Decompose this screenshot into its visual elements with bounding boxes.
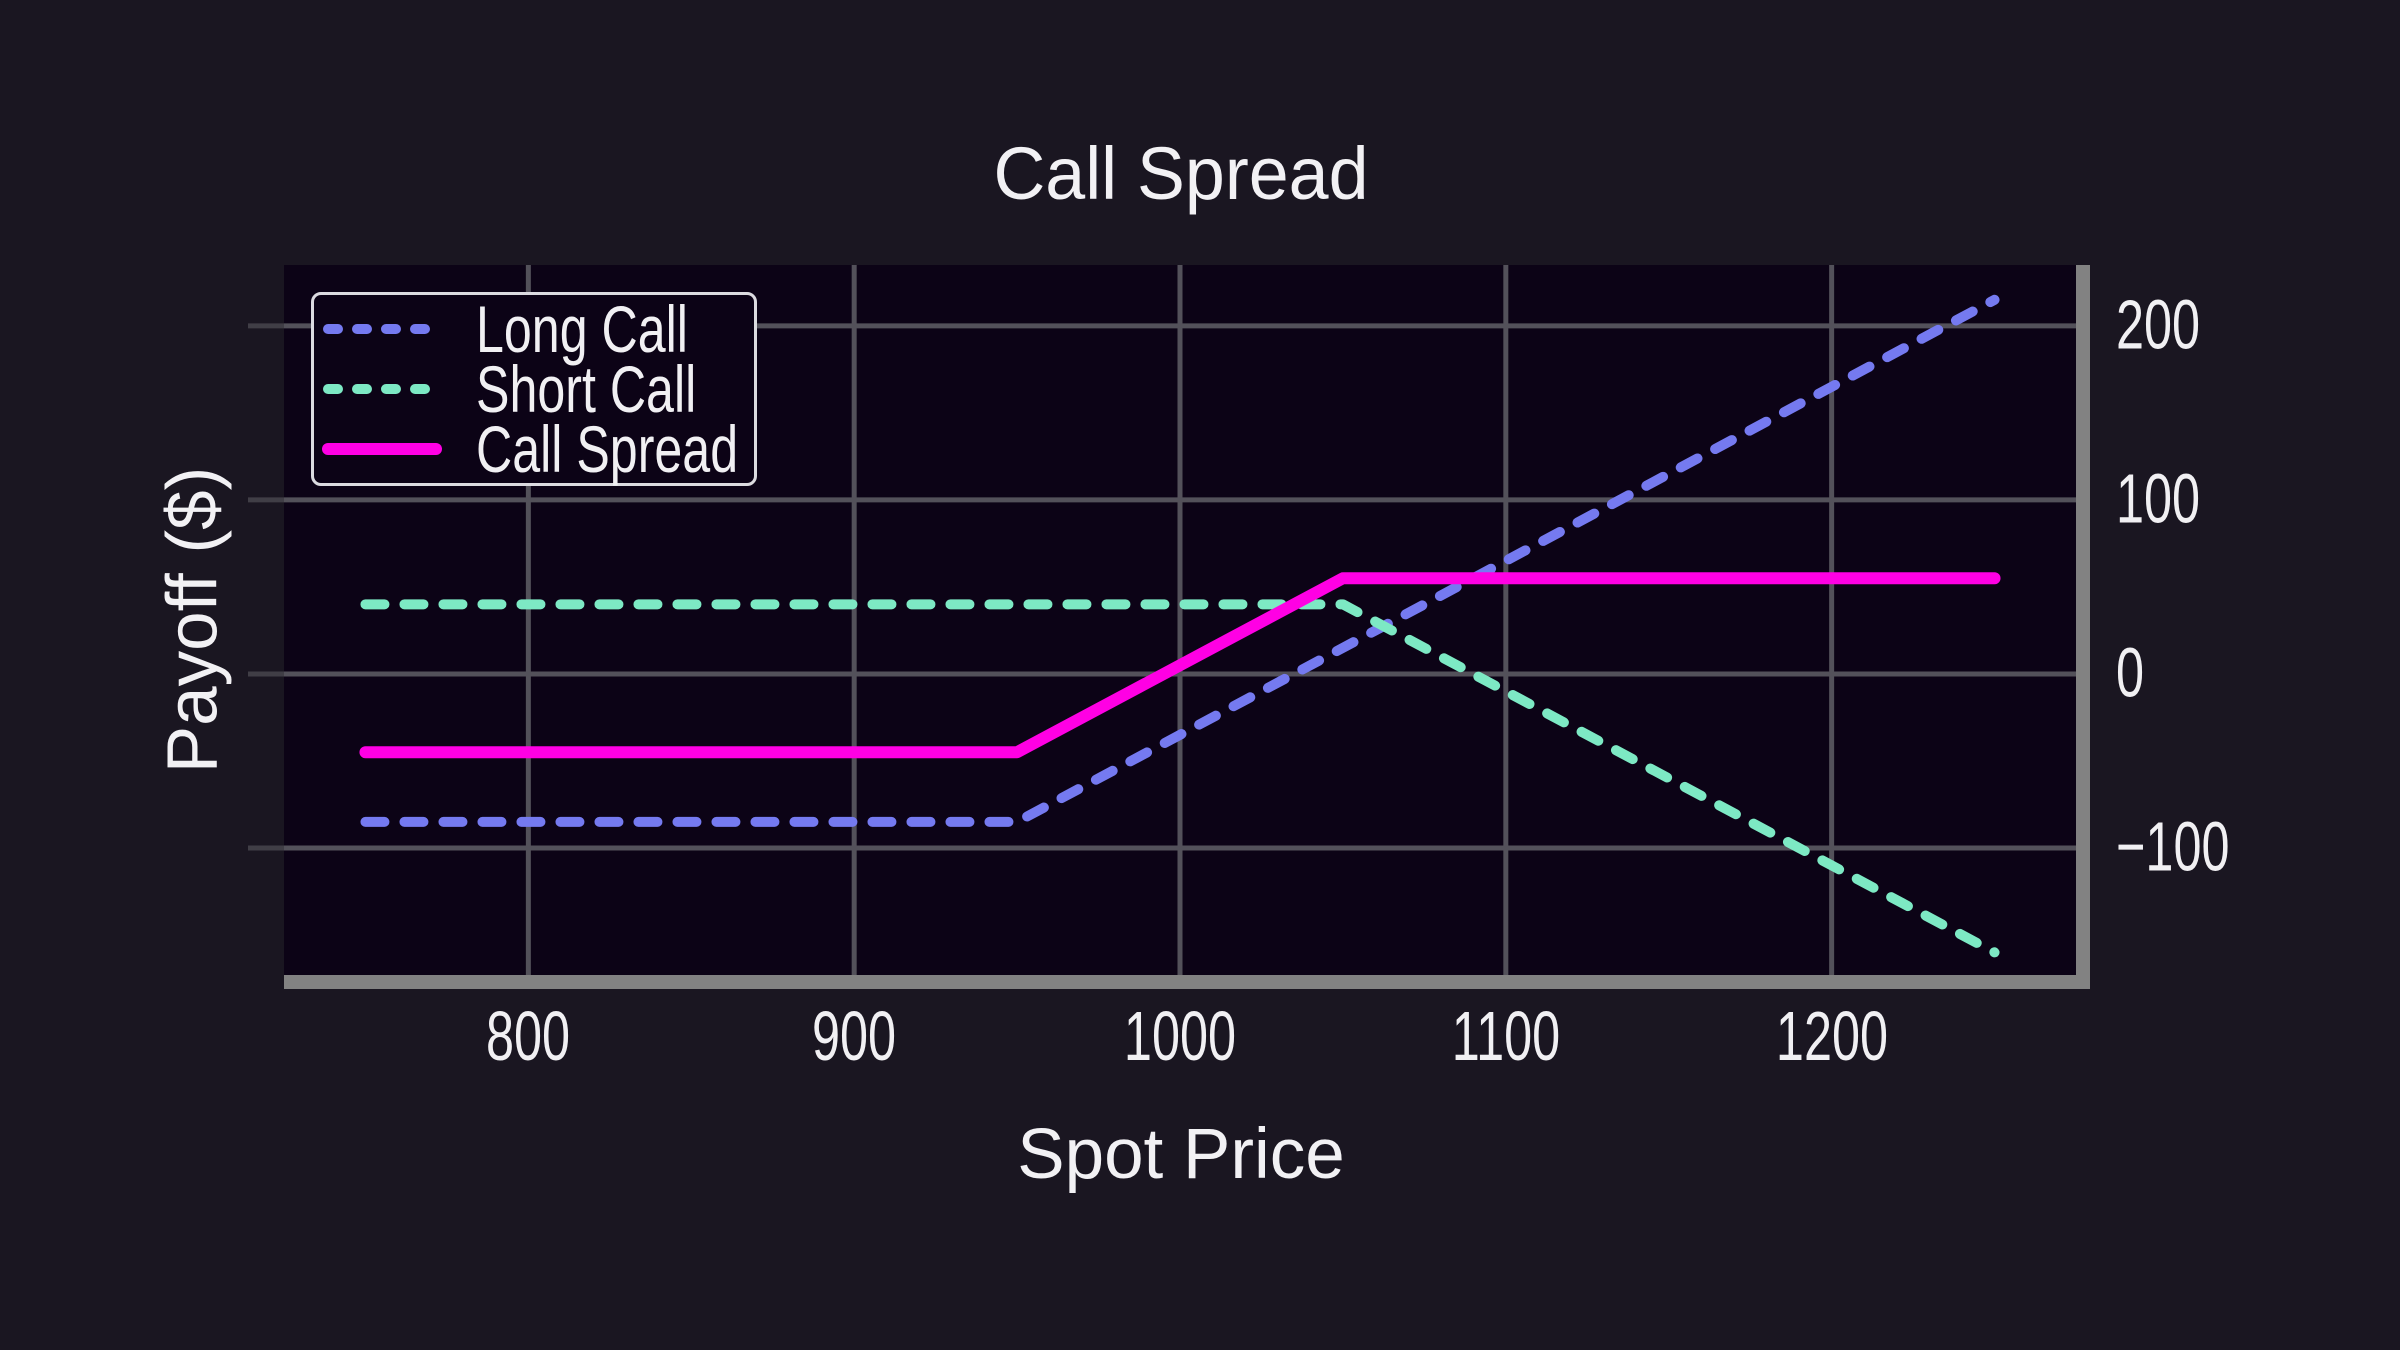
x-axis-label: Spot Price	[1017, 1115, 1345, 1194]
legend-item-short-call: Short Call	[322, 352, 740, 426]
series-line-long-call	[360, 294, 2000, 827]
x-tick-label-1100: 1100	[1451, 997, 1561, 1075]
legend-swatch-line	[322, 443, 442, 455]
legend: Long Call Short Call Call Spread	[311, 292, 757, 486]
x-tick-label-900: 900	[812, 997, 897, 1075]
x-tick-label-800: 800	[486, 997, 571, 1075]
y-tick-label-100: 100	[2116, 459, 2201, 538]
legend-item-label: Call Spread	[476, 412, 739, 486]
legend-item-long-call: Long Call	[322, 292, 740, 366]
legend-item-call-spread: Call Spread	[322, 412, 740, 486]
x-tick-label-1000: 1000	[1123, 997, 1237, 1075]
bottom-spine	[284, 975, 2090, 989]
x-tick-label-1200: 1200	[1775, 997, 1888, 1075]
legend-item-label: Long Call	[476, 292, 688, 366]
legend-swatch-line	[323, 324, 441, 334]
y-tick-label-200: 200	[2116, 285, 2201, 364]
y-tick-label--100: −100	[2116, 807, 2230, 886]
y-tick-label-0: 0	[2116, 633, 2145, 712]
y-axis-label: Payoff ($)	[153, 466, 233, 774]
chart-title: Call Spread	[993, 132, 1369, 215]
series-line-short-call	[360, 599, 2000, 958]
series-line-call-spread	[359, 572, 2001, 759]
legend-swatch-line	[323, 384, 441, 394]
right-spine	[2076, 265, 2090, 989]
legend-item-label: Short Call	[476, 352, 697, 426]
